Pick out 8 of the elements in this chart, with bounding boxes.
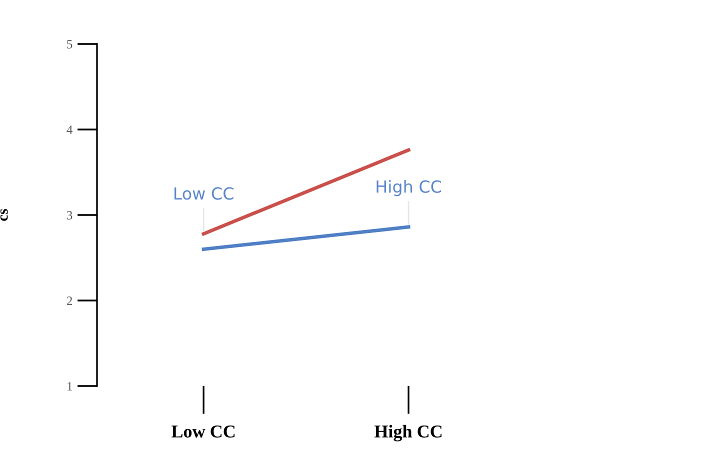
annotation: High CC (376, 180, 442, 196)
y-tick-label: 3 (67, 211, 72, 220)
annotation: Low CC (174, 187, 234, 200)
y-axis-title: cs (0, 209, 8, 221)
y-tick-label: 2 (66, 296, 72, 305)
y-tick-label: 4 (66, 126, 72, 134)
y-tick-label: 1 (68, 382, 72, 390)
y-tick-label: 5 (67, 40, 72, 48)
